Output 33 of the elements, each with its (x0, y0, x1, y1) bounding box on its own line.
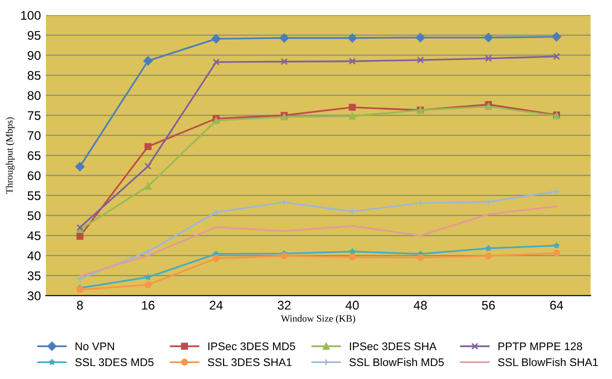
y-axis-title: Throughput (Mbps) (6, 117, 15, 194)
x-tick-label: 56 (482, 300, 495, 310)
legend-label: SSL 3DES MD5 (75, 358, 154, 366)
y-tick-label: 65 (28, 151, 41, 160)
y-tick-label: 60 (28, 171, 41, 180)
legend-label: SSL 3DES SHA1 (208, 358, 292, 366)
legend-label: IPSec 3DES SHA (350, 342, 437, 350)
y-tick-label: 30 (28, 291, 41, 300)
y-tick-label: 55 (28, 191, 41, 200)
y-tick-label: 95 (28, 30, 41, 40)
x-tick-label: 8 (77, 300, 83, 310)
y-tick-label: 40 (27, 251, 41, 260)
y-tick-label: 45 (27, 231, 41, 240)
legend-label: SSL BlowFish MD5 (349, 358, 444, 366)
x-tick-label: 48 (414, 300, 427, 310)
x-tick-label: 64 (550, 300, 564, 310)
x-tick-label: 32 (278, 300, 291, 310)
x-tick-label: 40 (346, 300, 359, 310)
y-tick-label: 75 (28, 111, 41, 120)
y-tick-label: 100 (21, 10, 41, 20)
y-tick-label: 90 (28, 51, 41, 60)
x-tick-label: 24 (210, 300, 223, 310)
y-tick-label: 80 (28, 91, 41, 100)
y-tick-label: 70 (28, 131, 41, 140)
legend-label: PPTP MPPE 128 (498, 342, 582, 350)
legend-label: No VPN (76, 342, 114, 350)
y-tick-label: 85 (28, 71, 41, 80)
legend-label: SSL BlowFish SHA1 (498, 358, 598, 366)
x-axis-title: Window Size (KB) (280, 314, 356, 324)
x-tick-label: 16 (142, 300, 154, 310)
y-tick-label: 50 (28, 211, 41, 220)
legend-label: IPSec 3DES MD5 (208, 342, 296, 350)
y-tick-label: 35 (28, 271, 41, 280)
